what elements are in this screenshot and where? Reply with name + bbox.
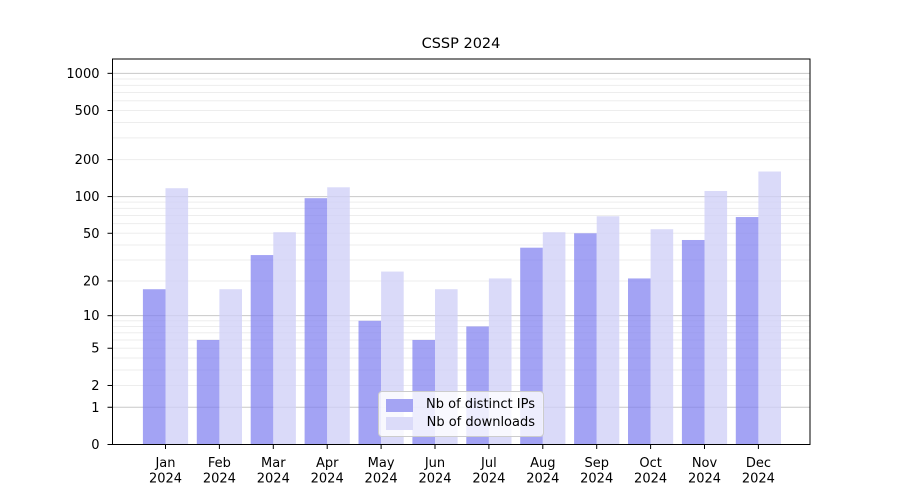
x-tick-label: Feb 2024: [203, 456, 236, 487]
plot-frame: [112, 58, 811, 445]
legend: Nb of distinct IPs Nb of downloads: [378, 391, 544, 437]
bar-downloads-aug: [542, 232, 566, 445]
bar-distinct-ips-oct: [628, 278, 651, 445]
x-tick-label: Dec 2024: [742, 456, 775, 487]
y-tick-label: 5: [91, 342, 99, 357]
x-tick-label: Nov 2024: [688, 456, 721, 487]
legend-label-distinct-ips: Nb of distinct IPs: [426, 397, 535, 412]
bar-downloads-sep: [596, 216, 620, 445]
x-tick-label: May 2024: [365, 456, 398, 487]
x-tick-label: Apr 2024: [311, 456, 344, 487]
legend-row-downloads: Nb of downloads: [386, 415, 535, 431]
bar-downloads-nov: [704, 191, 728, 445]
bar-distinct-ips-sep: [574, 233, 597, 445]
bar-downloads-dec: [758, 171, 781, 445]
x-tick-label: Jan 2024: [149, 456, 182, 487]
chart-title: CSSP 2024: [421, 36, 501, 52]
bar-distinct-ips-dec: [735, 217, 759, 445]
x-tick-label: Aug 2024: [526, 456, 559, 487]
y-tick-label: 1000: [66, 67, 99, 82]
y-tick-label: 200: [75, 153, 100, 168]
x-tick-label: Oct 2024: [634, 456, 667, 487]
bar-distinct-ips-apr: [304, 198, 328, 445]
legend-label-downloads: Nb of downloads: [426, 415, 535, 430]
y-tick-label: 2: [91, 379, 99, 394]
y-tick-label: 1: [91, 401, 99, 416]
y-tick-label: 500: [75, 104, 100, 119]
legend-swatch-downloads: [386, 416, 413, 430]
x-tick-label: Mar 2024: [257, 456, 290, 487]
bar-distinct-ips-may: [358, 320, 382, 445]
bar-downloads-apr: [327, 187, 350, 445]
bar-distinct-ips-feb: [196, 339, 220, 445]
y-tick-label: 0: [91, 438, 99, 453]
y-tick-label: 50: [83, 227, 100, 242]
bar-distinct-ips-nov: [681, 239, 705, 445]
bar-distinct-ips-mar: [250, 255, 274, 445]
y-tick-label: 20: [83, 274, 100, 289]
bar-downloads-feb: [219, 289, 242, 445]
bar-distinct-ips-jan: [142, 289, 166, 445]
x-tick-label: Sep 2024: [580, 456, 613, 487]
x-tick-label: Jun 2024: [418, 456, 451, 487]
bar-downloads-oct: [650, 229, 674, 445]
y-tick-label: 10: [83, 309, 100, 324]
y-tick-label: 100: [75, 190, 100, 205]
bar-downloads-jan: [165, 188, 189, 445]
legend-row-distinct-ips: Nb of distinct IPs: [386, 397, 535, 413]
legend-swatch-distinct-ips: [386, 398, 413, 412]
x-tick-label: Jul 2024: [472, 456, 505, 487]
bar-downloads-mar: [273, 232, 296, 445]
